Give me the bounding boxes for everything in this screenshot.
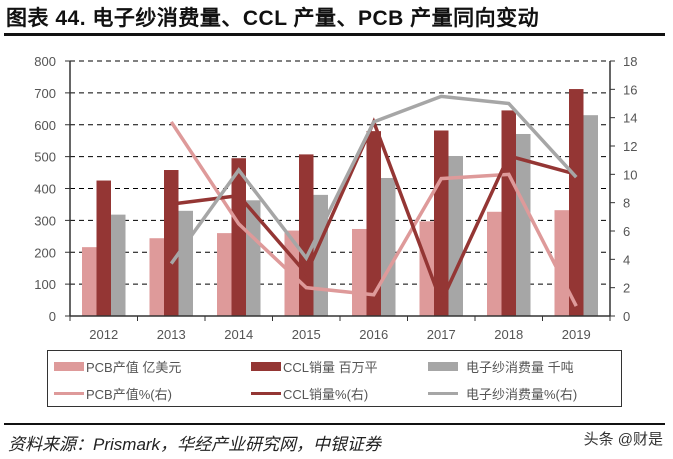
bar-ccl	[96, 180, 111, 316]
y-tick-label: 500	[34, 150, 56, 165]
bar-yarn	[178, 210, 193, 316]
y2-tick-label: 0	[623, 309, 630, 324]
bar-yarn	[381, 177, 396, 316]
legend-label: 电子纱消费量 千吨	[466, 360, 574, 375]
source-note: 资料来源：Prismark，华经产业研究网，中银证券	[8, 435, 382, 454]
legend-label: PCB产值 亿美元	[86, 360, 182, 375]
x-tick-label: 2016	[359, 327, 388, 342]
y-tick-label: 400	[34, 182, 56, 197]
x-tick-label: 2015	[292, 327, 321, 342]
legend-swatch-pcb-bar	[54, 362, 84, 371]
x-tick-label: 2017	[427, 327, 456, 342]
legend-item-ccl-line: CCL销量%(右)	[251, 384, 368, 403]
y-tick-label: 100	[34, 277, 56, 292]
y2-tick-label: 14	[623, 111, 637, 126]
bar-yarn	[111, 214, 126, 316]
legend-label: 电子纱消费量%(右)	[466, 387, 578, 402]
watermark: 头条 @财是	[583, 431, 663, 448]
x-tick-label: 2014	[224, 327, 253, 342]
y-tick-label: 200	[34, 245, 56, 260]
bar-pcb	[82, 247, 97, 316]
y2-tick-label: 16	[623, 82, 637, 97]
y-tick-label: 0	[49, 309, 56, 324]
bar-yarn	[246, 200, 261, 316]
y2-tick-label: 2	[623, 281, 630, 296]
legend-label: CCL销量 百万平	[283, 360, 378, 375]
bar-pcb	[217, 233, 232, 316]
bar-pcb	[554, 210, 569, 316]
y2-tick-label: 8	[623, 196, 630, 211]
bar-yarn	[583, 115, 598, 316]
legend-item-ccl-bar: CCL销量 百万平	[251, 357, 378, 376]
y-tick-label: 700	[34, 86, 56, 101]
bar-ccl	[366, 131, 381, 316]
legend-swatch-pcb-line	[54, 392, 84, 395]
bar-pcb	[487, 211, 502, 316]
line-yarn-pct	[169, 94, 578, 265]
bar-ccl	[299, 154, 314, 316]
legend-swatch-ccl-bar	[251, 362, 281, 371]
bar-ccl	[569, 89, 584, 316]
footer-rule	[4, 423, 665, 425]
y2-tick-label: 4	[623, 252, 630, 267]
y-tick-label: 800	[34, 54, 56, 69]
bar-pcb	[419, 221, 434, 316]
bar-pcb	[352, 228, 367, 316]
y2-tick-label: 18	[623, 54, 637, 69]
legend-label: PCB产值%(右)	[86, 387, 172, 402]
bar-ccl	[164, 170, 179, 316]
x-tick-label: 2012	[89, 327, 118, 342]
x-tick-label: 2013	[157, 327, 186, 342]
y2-tick-label: 12	[623, 139, 637, 154]
y2-tick-label: 10	[623, 167, 637, 182]
x-tick-label: 2019	[562, 327, 591, 342]
legend-label: CCL销量%(右)	[283, 387, 369, 402]
title-rule	[4, 33, 665, 36]
y-tick-label: 300	[34, 213, 56, 228]
chart-title: 图表 44. 电子纱消费量、CCL 产量、PCB 产量同向变动	[6, 7, 540, 30]
bar-ccl	[231, 158, 246, 316]
bar-pcb	[149, 238, 164, 316]
chart-legend: PCB产值 亿美元 CCL销量 百万平 电子纱消费量 千吨 PCB产值%(右) …	[47, 350, 622, 407]
line-pcb-pct	[169, 120, 578, 307]
legend-swatch-ccl-line	[251, 392, 281, 395]
legend-item-pcb-line: PCB产值%(右)	[54, 384, 172, 403]
combo-chart: 0 100 200 300 400 500 600 700 800 0 2 4 6 8 10 12 14 16 18…	[34, 54, 637, 342]
bar-yarn	[516, 133, 531, 316]
x-tick-label: 2018	[494, 327, 523, 342]
legend-swatch-yarn-bar	[428, 362, 458, 371]
y-tick-label: 600	[34, 118, 56, 133]
legend-item-pcb-bar: PCB产值 亿美元	[54, 357, 181, 376]
legend-item-yarn-bar: 电子纱消费量 千吨	[428, 357, 574, 376]
bar-yarn	[448, 155, 463, 316]
legend-swatch-yarn-line	[428, 392, 458, 395]
legend-item-yarn-line: 电子纱消费量%(右)	[428, 384, 577, 403]
y2-tick-label: 6	[623, 224, 630, 239]
bar-ccl	[501, 110, 516, 316]
